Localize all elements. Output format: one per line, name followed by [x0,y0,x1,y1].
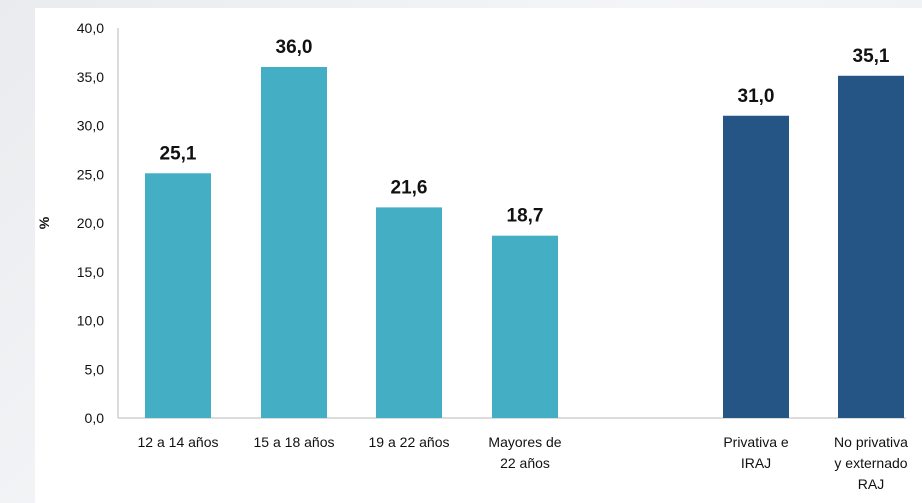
category-label: 15 a 18 años [254,434,335,450]
category-label: 19 a 22 años [369,434,450,450]
data-label: 31,0 [738,86,775,107]
category-label: 12 a 14 años [138,434,219,450]
y-tick-label: 40,0 [77,20,104,36]
category-label: IRAJ [741,455,771,471]
data-label: 25,1 [160,143,197,164]
category-label: RAJ [858,476,884,492]
y-tick-label: 15,0 [77,264,104,280]
category-label: No privativa [834,434,908,450]
data-label: 36,0 [276,37,313,58]
data-label: 35,1 [853,46,890,67]
y-tick-label: 5,0 [85,361,105,377]
bar [376,207,442,418]
category-label: 22 años [500,455,550,471]
y-tick-label: 0,0 [85,410,105,426]
y-tick-label: 10,0 [77,313,104,329]
data-label: 21,6 [391,177,428,198]
data-label: 18,7 [507,206,544,227]
bar [723,116,789,418]
y-tick-label: 30,0 [77,118,104,134]
y-tick-label: 20,0 [77,215,104,231]
bar [838,76,904,418]
y-tick-label: 35,0 [77,69,104,85]
bar [261,67,327,418]
bar [145,173,211,418]
y-tick-label: 25,0 [77,166,104,182]
category-label: Privativa e [723,434,789,450]
y-axis-label: % [36,216,52,229]
bar [492,236,558,418]
category-label: Mayores de [488,434,561,450]
category-label: y externado [834,455,907,471]
